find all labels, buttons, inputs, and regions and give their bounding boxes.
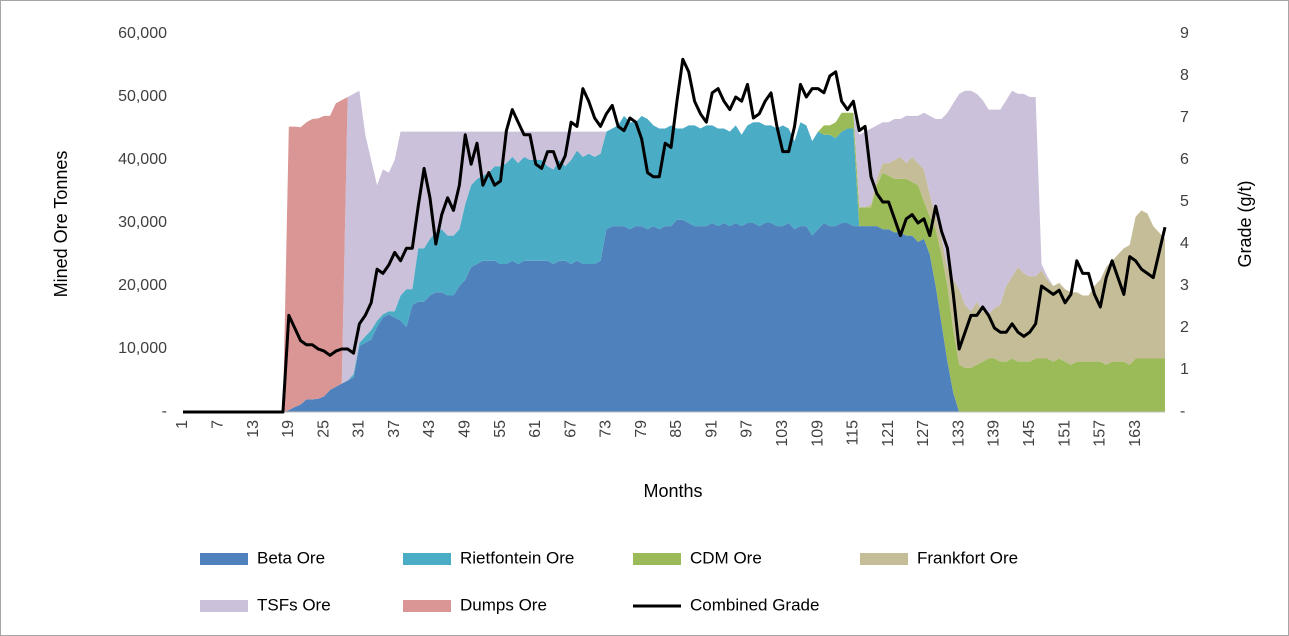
x-tick-label: 19 <box>280 420 297 438</box>
line <box>183 57 1167 414</box>
x-tick-label: 25 <box>315 420 332 438</box>
y-tick-label: 30,000 <box>118 214 167 231</box>
x-tick-label: 13 <box>245 420 262 438</box>
x-tick-label: 55 <box>492 420 509 438</box>
x-tick-label: 37 <box>386 420 403 438</box>
x-tick-label: 73 <box>598 420 615 438</box>
y2-tick-label: 9 <box>1180 25 1189 42</box>
y-tick-label: 10,000 <box>118 340 167 357</box>
x-tick-label: 85 <box>668 420 685 438</box>
legend-swatch <box>860 553 908 565</box>
x-tick-label: 103 <box>774 420 791 447</box>
x-tick-label: 61 <box>527 420 544 438</box>
x-tick-label: 97 <box>739 420 756 438</box>
legend-swatch <box>403 553 451 565</box>
legend-swatch <box>633 553 681 565</box>
x-tick-label: 157 <box>1092 420 1109 447</box>
y-tick-label: 40,000 <box>118 151 167 168</box>
y2-tick-label: - <box>1180 403 1185 420</box>
legend-label: Combined Grade <box>690 595 819 614</box>
area <box>183 90 1165 412</box>
legend-label: Rietfontein Ore <box>460 548 574 567</box>
x-tick-label: 133 <box>950 420 967 447</box>
x-tick-label: 151 <box>1056 420 1073 447</box>
legend-swatch <box>403 600 451 612</box>
legend-swatch <box>200 600 248 612</box>
x-tick-label: 49 <box>456 420 473 438</box>
y2-tick-label: 6 <box>1180 151 1189 168</box>
x-tick-label: 115 <box>845 420 862 446</box>
area <box>183 115 1165 413</box>
y-tick-label: - <box>162 403 167 420</box>
y2-tick-label: 2 <box>1180 319 1189 336</box>
legend-label: Dumps Ore <box>460 595 547 614</box>
y2-axis-title: Grade (g/t) <box>1235 180 1255 267</box>
y2-tick-label: 8 <box>1180 67 1189 84</box>
legend: Beta Ore Rietfontein Ore CDM Ore Frankfort … <box>200 548 1018 614</box>
y2-tick-label: 7 <box>1180 109 1189 126</box>
x-tick-label: 127 <box>915 420 932 447</box>
area <box>183 112 1165 412</box>
y-tick-label: 60,000 <box>118 25 167 42</box>
x-tick-label: 121 <box>880 420 897 447</box>
x-tick-label: 91 <box>703 420 720 438</box>
legend-swatch <box>200 553 248 565</box>
y-tick-label: 20,000 <box>118 277 167 294</box>
x-tick-label: 79 <box>633 420 650 438</box>
legend-label: Beta Ore <box>257 548 325 567</box>
y2-tick-label: 5 <box>1180 193 1189 210</box>
x-tick-label: 1 <box>174 420 191 429</box>
x-tick-label: 67 <box>562 420 579 438</box>
y2-tick-label: 1 <box>1180 361 1189 378</box>
x-tick-label: 109 <box>809 420 826 447</box>
x-tick-label: 145 <box>1021 420 1038 447</box>
legend-label: TSFs Ore <box>257 595 331 614</box>
x-tick-label: 31 <box>351 420 368 438</box>
y2-tick-label: 4 <box>1180 235 1189 252</box>
area <box>183 219 1165 412</box>
x-tick-label: 7 <box>210 420 227 429</box>
legend-label: CDM Ore <box>690 548 762 567</box>
y-tick-label: 50,000 <box>118 88 167 105</box>
y-axis-title: Mined Ore Tonnes <box>51 151 71 298</box>
area <box>183 112 1165 412</box>
x-tick-label: 163 <box>1127 420 1144 447</box>
plot-area <box>183 57 1167 414</box>
legend-label: Frankfort Ore <box>917 548 1018 567</box>
y2-tick-label: 3 <box>1180 277 1189 294</box>
x-tick-label: 139 <box>986 420 1003 447</box>
x-axis-title: Months <box>643 481 702 501</box>
x-tick-label: 43 <box>421 420 438 438</box>
